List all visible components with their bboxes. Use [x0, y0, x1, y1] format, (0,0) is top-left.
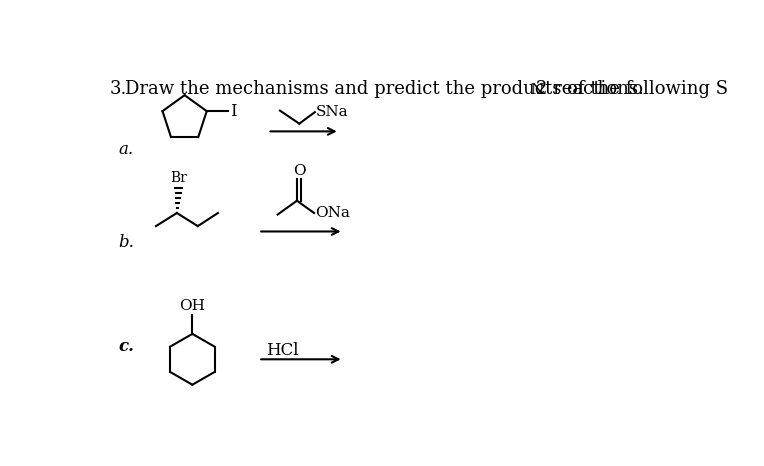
Text: c.: c.: [118, 338, 134, 355]
Text: N: N: [531, 83, 544, 97]
Text: Draw the mechanisms and predict the products of the following S: Draw the mechanisms and predict the prod…: [125, 80, 728, 98]
Text: 2 reactions.: 2 reactions.: [536, 80, 643, 98]
Text: HCl: HCl: [266, 342, 299, 359]
Text: ONa: ONa: [315, 206, 350, 220]
Text: Br: Br: [170, 171, 187, 185]
Text: a.: a.: [118, 141, 134, 158]
Text: O: O: [293, 164, 306, 178]
Text: OH: OH: [180, 299, 206, 313]
Text: b.: b.: [118, 234, 134, 251]
Text: I: I: [230, 103, 237, 120]
Text: 3.: 3.: [109, 80, 127, 98]
Text: SNa: SNa: [316, 105, 348, 119]
